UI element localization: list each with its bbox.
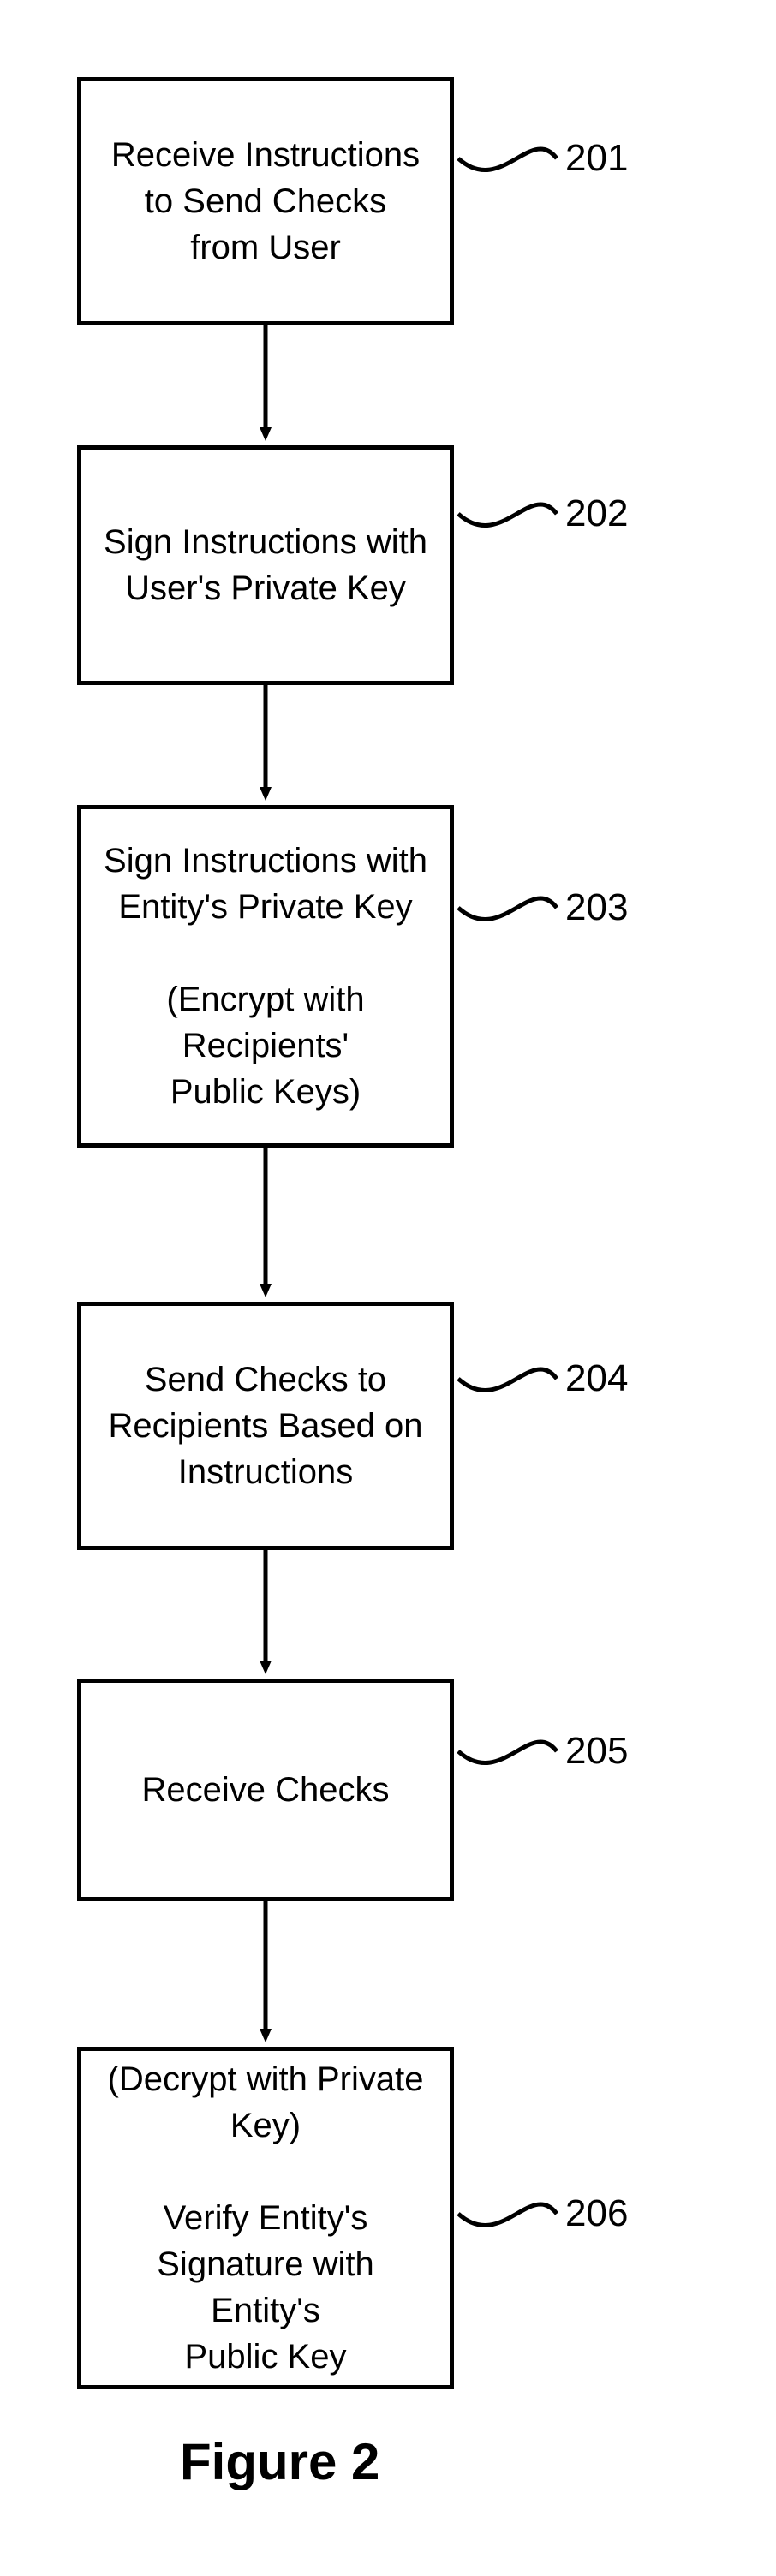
step-202-text: Sign Instructions with User's Private Ke… — [104, 519, 427, 611]
figure-caption: Figure 2 — [180, 2432, 379, 2491]
step-201-text: Receive Instructions to Send Checks from… — [111, 132, 420, 271]
step-203-box: Sign Instructions with Entity's Private … — [77, 805, 454, 1148]
curl-206 — [458, 2204, 557, 2226]
step-204-text: Send Checks to Recipients Based on Instr… — [109, 1357, 423, 1495]
step-202-box: Sign Instructions with User's Private Ke… — [77, 445, 454, 685]
step-205-box: Receive Checks — [77, 1679, 454, 1901]
step-201-box: Receive Instructions to Send Checks from… — [77, 77, 454, 325]
diagram-page: Receive Instructions to Send Checks from… — [0, 0, 776, 2576]
ref-202: 202 — [565, 492, 628, 535]
step-206-box: (Decrypt with Private Key) Verify Entity… — [77, 2047, 454, 2389]
curl-203 — [458, 898, 557, 920]
ref-201: 201 — [565, 137, 628, 180]
step-205-text: Receive Checks — [141, 1767, 389, 1813]
curl-202 — [458, 504, 557, 526]
ref-206: 206 — [565, 2192, 628, 2235]
ref-203: 203 — [565, 886, 628, 929]
step-203-text: Sign Instructions with Entity's Private … — [98, 838, 433, 1115]
ref-204: 204 — [565, 1357, 628, 1400]
step-206-text: (Decrypt with Private Key) Verify Entity… — [98, 2056, 433, 2380]
curl-205 — [458, 1742, 557, 1763]
step-204-box: Send Checks to Recipients Based on Instr… — [77, 1302, 454, 1550]
curl-204 — [458, 1369, 557, 1391]
curl-201 — [458, 149, 557, 170]
ref-205: 205 — [565, 1730, 628, 1773]
